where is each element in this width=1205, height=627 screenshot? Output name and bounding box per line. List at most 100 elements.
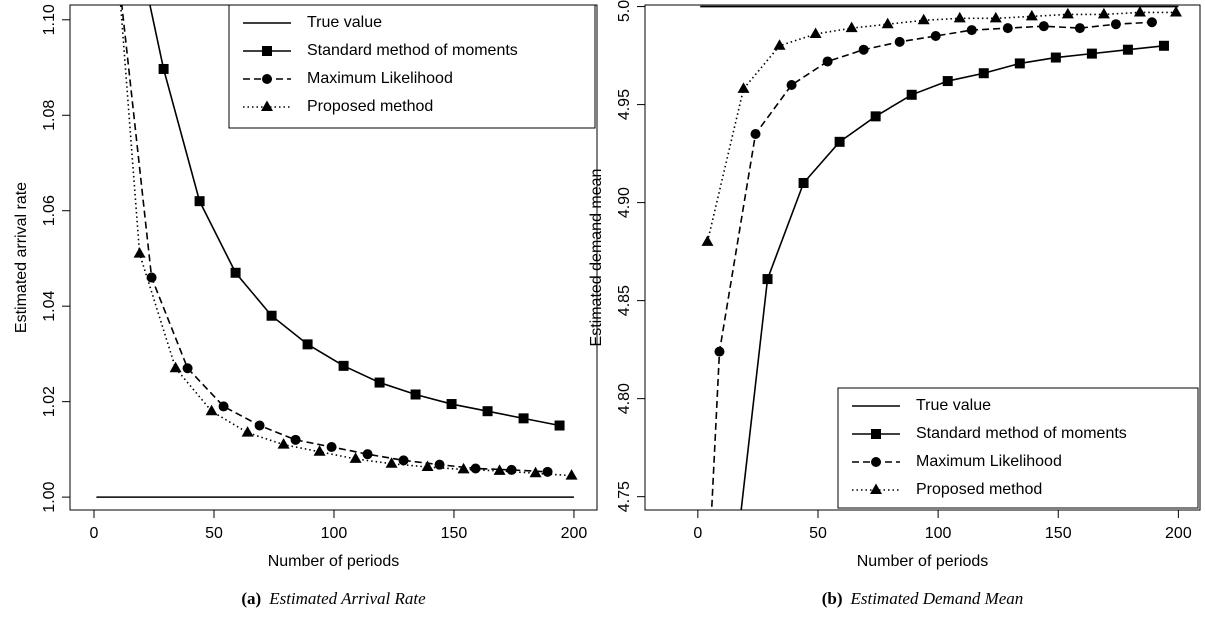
- x-tick-label: 100: [321, 525, 348, 542]
- y-tick-label: 1.02: [41, 386, 58, 417]
- caption-text: Estimated Arrival Rate: [268, 589, 426, 608]
- data-point: [529, 466, 542, 478]
- data-point: [989, 11, 1002, 23]
- data-point: [457, 462, 470, 474]
- legend-label: Standard method of moments: [916, 425, 1127, 442]
- data-point: [205, 404, 218, 416]
- y-axis-label: Estimated demand mean: [588, 169, 605, 347]
- data-point: [917, 13, 930, 25]
- data-point: [374, 377, 385, 388]
- y-tick-label: 4.85: [616, 285, 633, 316]
- y-tick-label: 1.08: [41, 100, 58, 131]
- data-point: [133, 247, 146, 258]
- data-point: [737, 82, 750, 93]
- data-point: [241, 426, 254, 437]
- data-point: [230, 267, 241, 278]
- data-point: [834, 136, 845, 147]
- data-point: [773, 39, 786, 50]
- data-point: [1122, 44, 1133, 55]
- y-tick-label: 1.04: [41, 291, 58, 322]
- caption-label: (a): [241, 589, 261, 608]
- data-point: [786, 79, 797, 90]
- legend-label: Proposed method: [307, 98, 433, 115]
- data-point: [1133, 5, 1146, 17]
- legend-marker: [262, 46, 272, 56]
- legend-box: [837, 387, 1199, 509]
- data-point: [809, 27, 822, 39]
- data-point: [822, 56, 833, 67]
- data-point: [1014, 58, 1025, 69]
- data-point: [410, 389, 421, 400]
- y-tick-label: 4.80: [616, 383, 633, 414]
- data-point: [313, 445, 326, 456]
- data-point: [762, 274, 773, 285]
- x-tick-label: 0: [90, 525, 99, 542]
- legend-label: Proposed method: [916, 481, 1042, 498]
- data-point: [565, 469, 578, 480]
- caption: (a) Estimated Arrival Rate: [241, 589, 426, 608]
- data-point: [1025, 9, 1038, 21]
- legend-marker: [261, 100, 273, 111]
- data-point: [338, 360, 349, 371]
- x-tick-label: 50: [809, 525, 827, 542]
- y-axis-label: Estimated arrival rate: [13, 182, 30, 333]
- y-tick-label: 4.75: [616, 481, 633, 512]
- plot-frame: [644, 4, 1201, 511]
- plot-area: [700, 5, 1182, 600]
- data-point: [1169, 5, 1182, 17]
- data-point: [254, 420, 265, 431]
- caption-text: Estimated Demand Mean: [849, 589, 1023, 608]
- y-tick-label: 1.00: [41, 481, 58, 512]
- series-line: [706, 11, 1176, 243]
- data-point: [930, 30, 941, 41]
- data-point: [169, 361, 182, 373]
- legend-label: Maximum Likelihood: [916, 453, 1062, 470]
- data-point: [277, 438, 290, 449]
- data-point: [421, 460, 434, 472]
- data-point: [1158, 40, 1169, 51]
- data-point: [182, 363, 193, 374]
- legend-label: Standard method of moments: [307, 42, 518, 59]
- y-tick-label: 1.10: [41, 4, 58, 35]
- data-point: [266, 310, 277, 321]
- data-point: [434, 459, 445, 470]
- data-point: [750, 128, 761, 139]
- data-point: [1074, 23, 1085, 34]
- data-point: [482, 406, 493, 417]
- data-point: [326, 441, 337, 452]
- data-point: [798, 178, 809, 189]
- data-point: [894, 36, 905, 47]
- data-point: [966, 25, 977, 36]
- y-tick-label: 5.00: [616, 0, 633, 22]
- x-tick-label: 100: [925, 525, 952, 542]
- data-point: [1038, 21, 1049, 32]
- x-tick-label: 150: [1045, 525, 1072, 542]
- data-point: [218, 401, 229, 412]
- legend-label: True value: [307, 14, 382, 31]
- y-tick-label: 4.95: [616, 89, 633, 120]
- data-point: [845, 21, 858, 33]
- data-point: [146, 272, 157, 283]
- data-point: [942, 76, 953, 87]
- legend-label: True value: [916, 397, 991, 414]
- x-axis-label: Number of periods: [268, 553, 400, 570]
- x-tick-label: 50: [205, 525, 223, 542]
- data-point: [398, 455, 409, 466]
- data-point: [726, 590, 736, 600]
- legend-marker: [871, 457, 881, 467]
- data-point: [701, 235, 714, 246]
- data-point: [518, 413, 529, 424]
- data-point: [953, 11, 966, 23]
- x-tick-label: 200: [1165, 525, 1192, 542]
- caption-label: (b): [822, 589, 843, 608]
- data-point: [302, 339, 313, 350]
- data-point: [702, 590, 712, 600]
- data-point: [881, 17, 894, 29]
- data-point: [1110, 19, 1121, 30]
- series-line: [119, 5, 572, 477]
- data-point: [290, 434, 301, 445]
- x-tick-label: 200: [561, 525, 588, 542]
- data-point: [906, 89, 917, 100]
- y-tick-label: 1.06: [41, 195, 58, 226]
